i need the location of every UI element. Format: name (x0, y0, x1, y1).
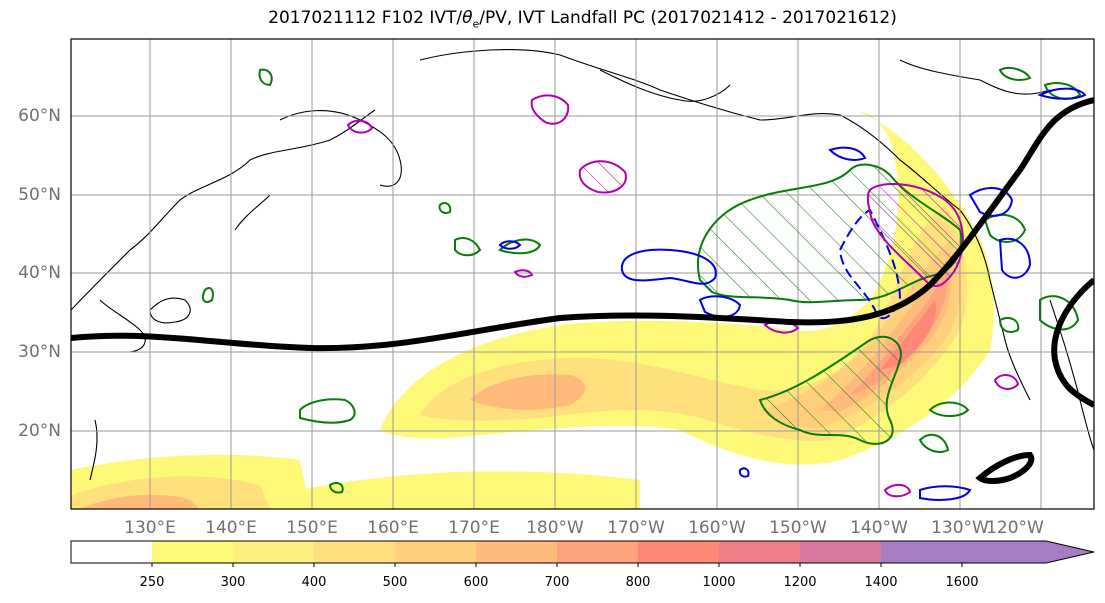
lon-label-130e: 130°E (124, 518, 176, 538)
lat-label-40n: 40°N (18, 263, 61, 283)
lat-label-50n: 50°N (18, 185, 61, 205)
lat-label-30n: 30°N (18, 342, 61, 362)
lat-label-60n: 60°N (18, 106, 61, 126)
colorbar-tick-label: 1000 (702, 575, 736, 590)
lon-label-120w: 120°W (986, 518, 1044, 538)
lon-label-170e: 170°E (448, 518, 500, 538)
lon-label-170w: 170°W (607, 518, 665, 538)
map-frame (70, 38, 1095, 510)
colorbar-tick-label: 800 (625, 575, 651, 590)
lon-label-140w: 140°W (850, 518, 908, 538)
lon-label-160w: 160°W (688, 518, 746, 538)
lon-label-160e: 160°E (367, 518, 419, 538)
colorbar-tick-label: 500 (382, 575, 408, 590)
colorbar-tick-label: 300 (220, 575, 246, 590)
lon-label-150w: 150°W (769, 518, 827, 538)
pv-contours (346, 94, 1020, 498)
lon-label-180w: 180°W (526, 518, 584, 538)
map-title: 2017021112 F102 IVT/θe/PV, IVT Landfall … (268, 8, 897, 31)
colorbar-tick-label: 250 (139, 575, 165, 590)
colorbar-tick-label: 600 (463, 575, 489, 590)
colorbar-tick-label: 1400 (864, 575, 898, 590)
lon-label-150e: 150°E (286, 518, 338, 538)
colorbar-tick-label: 1600 (945, 575, 979, 590)
lon-label-130w: 130°W (931, 518, 989, 538)
colorbar (70, 540, 1095, 567)
colorbar-tick-label: 700 (544, 575, 570, 590)
lon-label-140e: 140°E (205, 518, 257, 538)
theta-e-contour (71, 97, 1094, 484)
colorbar-tick-label: 400 (301, 575, 327, 590)
colorbar-tick-label: 1200 (783, 575, 817, 590)
lat-label-20n: 20°N (18, 421, 61, 441)
